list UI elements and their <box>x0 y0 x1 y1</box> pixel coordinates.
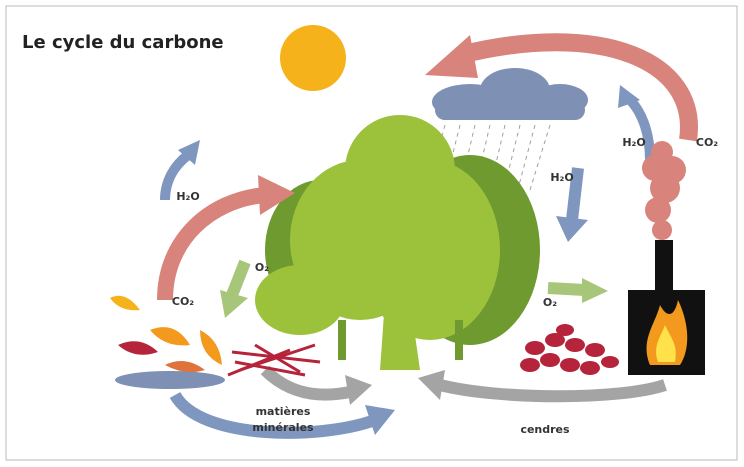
co2-arrow-left <box>157 175 295 301</box>
chimney <box>628 141 705 375</box>
labels: H₂O CO₂ O₂ H₂O H₂O CO₂ O₂ matières minér… <box>172 136 718 436</box>
cloud <box>432 68 588 120</box>
label: H₂O <box>622 136 645 149</box>
mineral-arrows <box>260 365 667 405</box>
label: O₂ <box>255 261 269 274</box>
co2-arrow-top <box>425 33 698 142</box>
label: H₂O <box>176 190 199 203</box>
tree <box>255 115 540 370</box>
label: matières <box>256 405 311 418</box>
label: minérales <box>252 421 314 434</box>
ashes <box>520 324 619 375</box>
twigs <box>227 343 321 377</box>
h2o-arrows <box>160 85 655 439</box>
label: CO₂ <box>696 136 718 149</box>
leaves <box>110 295 225 389</box>
label: CO₂ <box>172 295 194 308</box>
sun <box>280 25 346 91</box>
label: H₂O <box>550 171 573 184</box>
label: O₂ <box>543 296 557 309</box>
label: cendres <box>520 423 570 436</box>
o2-arrows <box>220 259 608 318</box>
title: Le cycle du carbone <box>22 32 224 53</box>
